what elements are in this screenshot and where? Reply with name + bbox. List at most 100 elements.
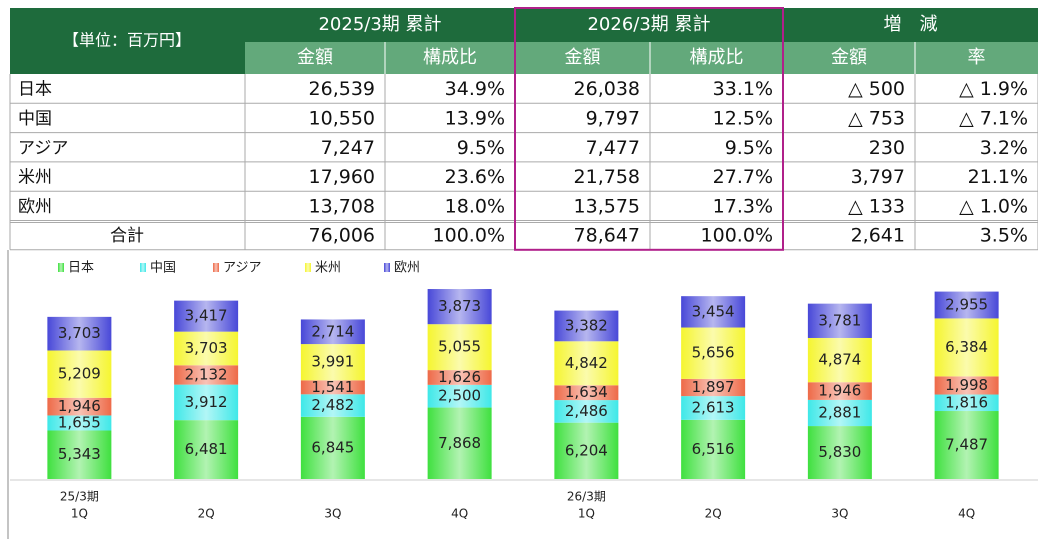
x-tick-label: 2Q bbox=[198, 507, 215, 521]
cell: 13,575 bbox=[574, 195, 640, 217]
segment-label: 6,384 bbox=[945, 338, 988, 356]
bar-segment bbox=[300, 344, 365, 381]
bar-segment bbox=[934, 394, 999, 412]
cell: 26,539 bbox=[309, 78, 375, 100]
cell: 13,708 bbox=[309, 195, 375, 217]
cell: 17,960 bbox=[309, 166, 375, 188]
x-tick-label: 4Q bbox=[451, 507, 468, 521]
cell: 3,797 bbox=[851, 166, 905, 188]
bar-segment bbox=[554, 422, 619, 479]
bar-segment bbox=[300, 416, 365, 479]
bar-segment bbox=[681, 327, 746, 379]
bar-segment bbox=[427, 370, 492, 385]
bar-segment bbox=[47, 350, 112, 398]
cell: 230 bbox=[869, 137, 905, 159]
period-label: 26/3期 bbox=[567, 490, 606, 504]
cell: 34.9% bbox=[445, 78, 505, 100]
group-header: 2026/3期 累計 bbox=[587, 14, 710, 35]
bar-segment bbox=[681, 396, 746, 420]
row-label: 日本 bbox=[18, 80, 52, 100]
segment-label: 1,946 bbox=[58, 397, 101, 415]
row-label: 中国 bbox=[18, 109, 52, 129]
cell: 27.7% bbox=[713, 166, 773, 188]
unit-label: 【単位：百万円】 bbox=[63, 31, 191, 50]
cell: 7,247 bbox=[321, 137, 375, 159]
cell: 26,038 bbox=[574, 78, 640, 100]
segment-label: 1,634 bbox=[565, 383, 608, 401]
sub-header: 金額 bbox=[297, 47, 333, 68]
x-tick-label: 4Q bbox=[958, 507, 975, 521]
cell: 9.5% bbox=[725, 137, 773, 159]
segment-label: 3,912 bbox=[185, 393, 228, 411]
segment-label: 5,055 bbox=[438, 338, 481, 356]
segment-label: 3,382 bbox=[565, 316, 608, 334]
cell: 100.0% bbox=[433, 225, 505, 247]
cell: △ 7.1% bbox=[959, 107, 1028, 129]
period-label: 25/3期 bbox=[60, 490, 99, 504]
segment-label: 3,781 bbox=[818, 311, 861, 329]
bar-segment bbox=[807, 399, 872, 427]
bar-segment bbox=[554, 385, 619, 401]
segment-label: 2,613 bbox=[692, 398, 735, 416]
sub-header: 金額 bbox=[565, 47, 601, 68]
cell: △ 1.9% bbox=[959, 78, 1028, 100]
bar-segment bbox=[174, 331, 239, 366]
bar-segment bbox=[174, 384, 239, 421]
sub-header: 率 bbox=[968, 47, 986, 68]
x-tick-label: 2Q bbox=[705, 507, 722, 521]
segment-label: 6,481 bbox=[185, 440, 228, 458]
row-label: アジア bbox=[18, 138, 68, 158]
bar-segment bbox=[427, 384, 492, 408]
legend-label: 中国 bbox=[150, 261, 176, 276]
cell: 76,006 bbox=[309, 225, 375, 247]
cell: 21,758 bbox=[574, 166, 640, 188]
cell: 78,647 bbox=[574, 225, 640, 247]
bar-segment bbox=[554, 310, 619, 342]
cell: 18.0% bbox=[445, 195, 505, 217]
sub-header: 構成比 bbox=[423, 47, 477, 68]
x-tick-label: 1Q bbox=[71, 507, 88, 521]
segment-label: 3,873 bbox=[438, 297, 481, 315]
segment-label: 2,486 bbox=[565, 402, 608, 420]
segment-label: 1,897 bbox=[692, 378, 735, 396]
bar-segment bbox=[300, 319, 365, 345]
bar-segment bbox=[681, 296, 746, 328]
cell: 23.6% bbox=[445, 166, 505, 188]
bar-segment bbox=[554, 341, 619, 386]
bar-segment bbox=[174, 420, 239, 479]
bar-segment bbox=[681, 419, 746, 479]
group-header: 2025/3期 累計 bbox=[318, 14, 441, 35]
bar-segment bbox=[427, 324, 492, 371]
cell: 2,641 bbox=[851, 225, 905, 247]
segment-label: 2,482 bbox=[311, 396, 354, 414]
bar-segment bbox=[47, 430, 112, 479]
segment-label: 1,541 bbox=[311, 378, 354, 396]
cell: △ 753 bbox=[848, 107, 905, 129]
segment-label: 6,204 bbox=[565, 441, 608, 459]
unit-header-bg bbox=[10, 8, 245, 74]
segment-label: 6,516 bbox=[692, 440, 735, 458]
sub-header-bg bbox=[245, 42, 1038, 74]
bar-segment bbox=[934, 291, 999, 319]
legend-label: アジア bbox=[223, 261, 261, 276]
bar-segment bbox=[934, 376, 999, 395]
segment-label: 2,500 bbox=[438, 387, 481, 405]
segment-label: 5,209 bbox=[58, 365, 101, 383]
bar-segment bbox=[47, 316, 112, 351]
cell: 100.0% bbox=[701, 225, 773, 247]
sub-header: 金額 bbox=[831, 47, 867, 68]
bar-segment bbox=[174, 300, 239, 332]
segment-label: 1,946 bbox=[818, 382, 861, 400]
cell: 3.2% bbox=[980, 137, 1028, 159]
bar-segment bbox=[174, 365, 239, 385]
x-tick-label: 3Q bbox=[831, 507, 848, 521]
cell: △ 500 bbox=[848, 78, 905, 100]
group-header: 増 減 bbox=[884, 14, 938, 35]
segment-label: 2,714 bbox=[311, 322, 354, 340]
segment-label: 3,454 bbox=[692, 302, 735, 320]
x-tick-label: 1Q bbox=[578, 507, 595, 521]
cell: 9.5% bbox=[457, 137, 505, 159]
bar-segment bbox=[427, 407, 492, 479]
bar-segment bbox=[807, 382, 872, 400]
legend-label: 米州 bbox=[315, 261, 341, 276]
